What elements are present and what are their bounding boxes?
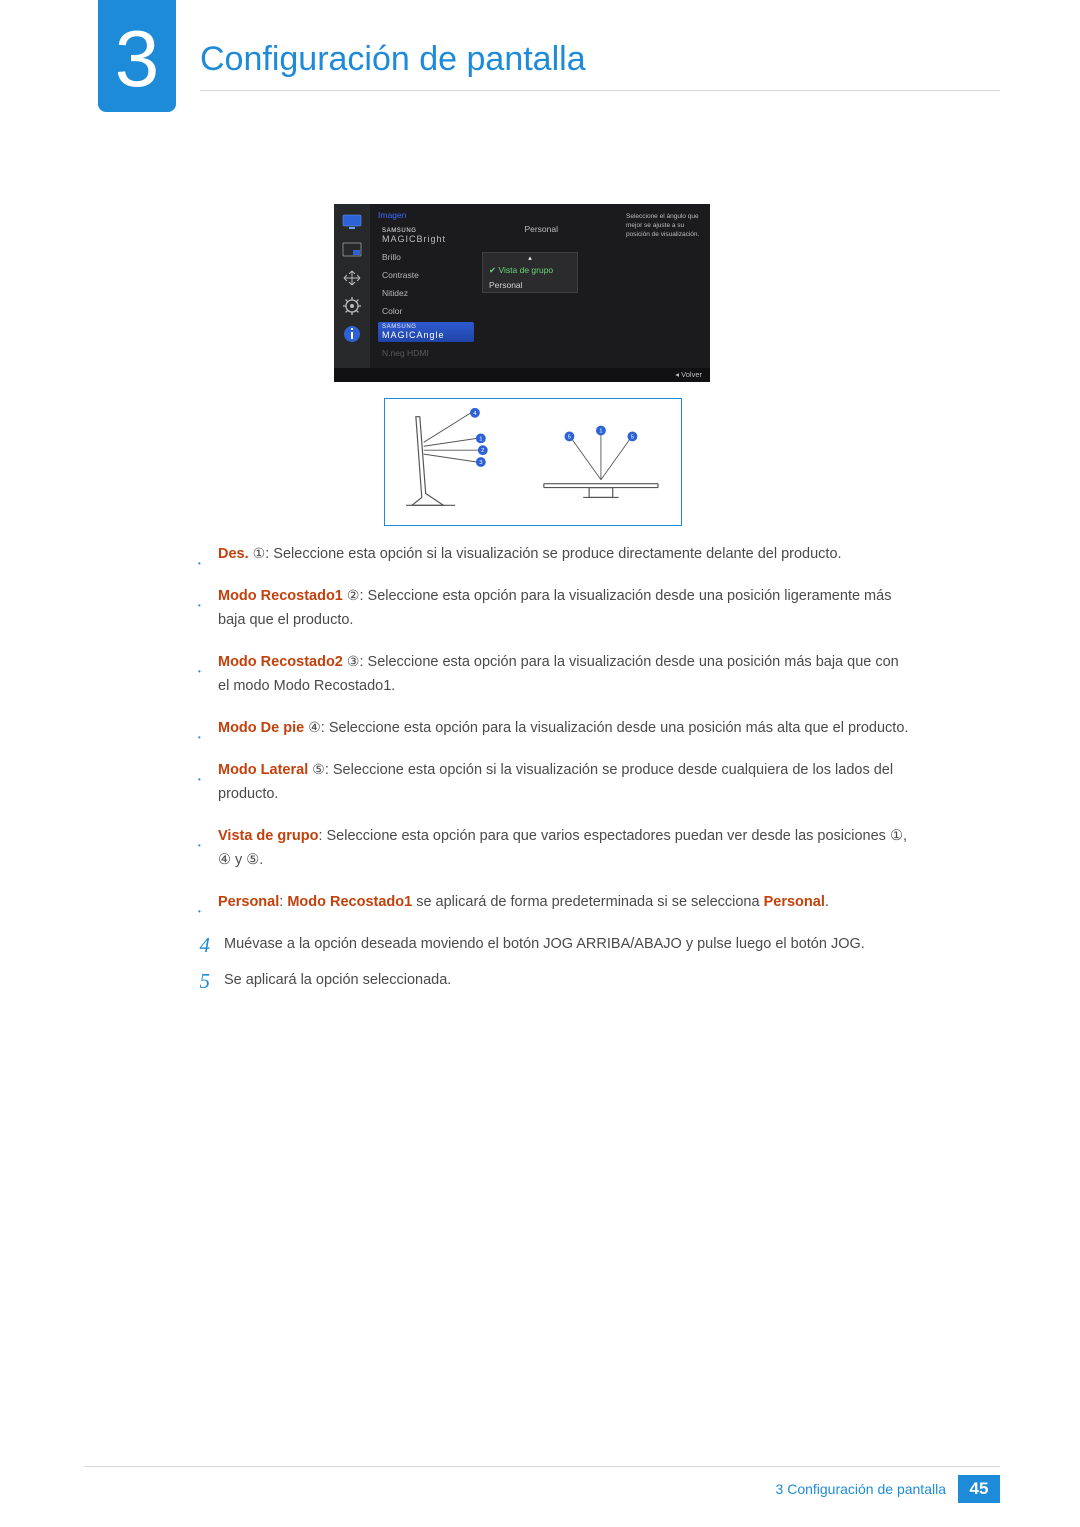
pip-icon — [342, 242, 362, 258]
angle-diagram: 4 1 2 3 5 1 5 — [384, 398, 682, 526]
bullet-item: Modo Lateral ⑤: Seleccione esta opción s… — [190, 758, 910, 806]
osd-item-magicbright: SAMSUNG MAGICBright — [378, 226, 474, 246]
bullet-item: Modo De pie ④: Seleccione esta opción pa… — [190, 716, 910, 740]
svg-text:2: 2 — [481, 448, 484, 454]
osd-footer: Volver — [334, 368, 710, 382]
osd-value-personal: Personal — [482, 224, 558, 234]
osd-item-contraste: Contraste — [378, 268, 474, 282]
osd-item-color: Color — [378, 304, 474, 318]
step-row: 5 Se aplicará la opción seleccionada. — [190, 968, 910, 994]
numbered-steps: 4 Muévase a la opción deseada moviendo e… — [190, 932, 910, 994]
osd-section-title: Imagen — [378, 210, 474, 220]
bullet-item: Modo Recostado2 ③: Seleccione esta opció… — [190, 650, 910, 698]
footer-divider — [84, 1466, 1000, 1467]
svg-text:1: 1 — [599, 428, 602, 434]
osd-item-nneg: N.neg HDMI — [378, 346, 474, 360]
osd-item-magicangle: SAMSUNG MAGICAngle — [378, 322, 474, 342]
osd-tab-rail — [334, 204, 370, 382]
step-number: 5 — [190, 968, 210, 994]
bullet-item: Personal: Modo Recostado1 se aplicará de… — [190, 890, 910, 914]
chapter-title: Configuración de pantalla — [200, 40, 586, 79]
osd-dropdown-item: Personal — [483, 278, 577, 292]
osd-help-text: Seleccione el ángulo que mejor se ajuste… — [626, 212, 704, 239]
step-text: Muévase a la opción deseada moviendo el … — [224, 932, 910, 958]
osd-dropdown: ▴ Vista de grupo Personal — [482, 252, 578, 293]
chevron-up-icon: ▴ — [483, 253, 577, 263]
page-number: 45 — [958, 1475, 1000, 1503]
step-row: 4 Muévase a la opción deseada moviendo e… — [190, 932, 910, 958]
info-icon — [342, 326, 362, 342]
osd-item-brillo: Brillo — [378, 250, 474, 264]
chapter-number-badge: 3 — [98, 0, 176, 112]
resize-icon — [342, 270, 362, 286]
osd-item-nitidez: Nitidez — [378, 286, 474, 300]
step-text: Se aplicará la opción seleccionada. — [224, 968, 910, 994]
footer-text: 3 Configuración de pantalla — [776, 1481, 946, 1497]
svg-text:1: 1 — [479, 436, 482, 442]
page: 3 Configuración de pantalla Imagen SA — [0, 0, 1080, 1527]
osd-dropdown-item-selected: Vista de grupo — [483, 263, 577, 278]
header-divider — [200, 90, 1000, 91]
osd-menu-list: Imagen SAMSUNG MAGICBright Brillo Contra… — [370, 204, 482, 382]
gear-icon — [342, 298, 362, 314]
monitor-icon — [342, 214, 362, 230]
osd-screenshot: Imagen SAMSUNG MAGICBright Brillo Contra… — [334, 204, 710, 382]
bullet-item: Des. ①: Seleccione esta opción si la vis… — [190, 542, 910, 566]
body-content: Des. ①: Seleccione esta opción si la vis… — [190, 542, 910, 1004]
page-footer: 3 Configuración de pantalla 45 — [776, 1475, 1000, 1503]
bullet-item: Vista de grupo: Seleccione esta opción p… — [190, 824, 910, 872]
step-number: 4 — [190, 932, 210, 958]
bullet-item: Modo Recostado1 ②: Seleccione esta opció… — [190, 584, 910, 632]
